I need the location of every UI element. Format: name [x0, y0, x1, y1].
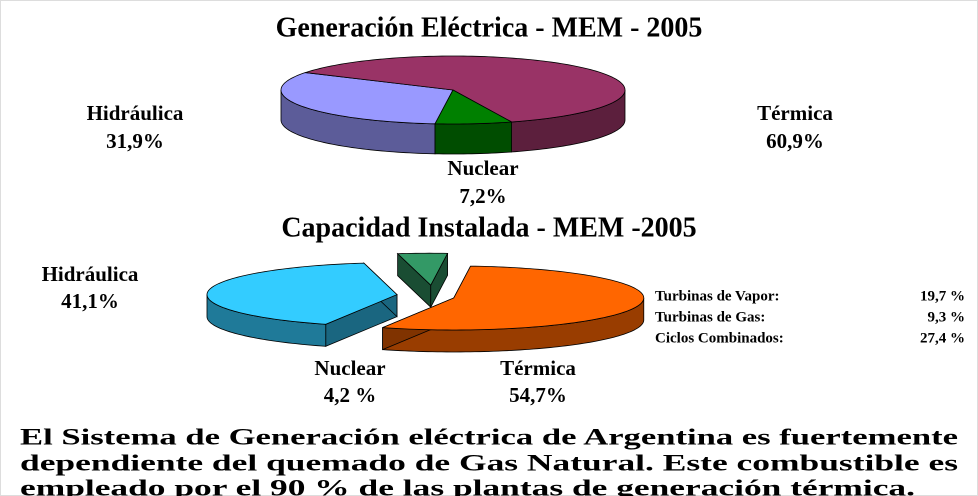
slice-value: 41,1%: [61, 289, 119, 313]
slice-value: 4,2 %: [324, 383, 377, 407]
breakdown-name: Ciclos Combinados:: [655, 330, 784, 346]
pie-slice: [382, 265, 645, 353]
slice-top: [305, 55, 626, 123]
breakdown-name: Turbinas de Vapor:: [655, 288, 780, 304]
slice-label: Hidráulica: [87, 101, 184, 125]
chart-title: Capacidad Instalada - MEM -2005: [281, 212, 696, 243]
pie-slice: [206, 262, 398, 347]
pie-slice: [434, 89, 513, 155]
slice-label: Hidráulica: [42, 262, 139, 286]
pie-slice: [280, 72, 454, 155]
breakdown-value: 19,7 %: [920, 288, 965, 304]
footer-line: empleado por el 90 % de las plantas de g…: [20, 475, 915, 496]
slice-label: Nuclear: [314, 356, 385, 380]
pie-slice: [305, 55, 626, 153]
breakdown-value: 27,4 %: [920, 330, 965, 346]
slice-wall: [434, 121, 513, 155]
breakdown-value: 9,3 %: [928, 309, 966, 325]
chart-title: Generación Eléctrica - MEM - 2005: [276, 12, 703, 43]
slice-value: 60,9%: [766, 129, 824, 153]
slice-value: 54,7%: [509, 383, 567, 407]
slice-top: [280, 72, 454, 125]
slice-top: [396, 252, 449, 286]
breakdown-name: Turbinas de Gas:: [655, 309, 765, 325]
slice-label: Nuclear: [447, 156, 518, 180]
slice-value: 7,2%: [459, 184, 506, 208]
slice-label: Térmica: [500, 356, 576, 380]
slice-label: Térmica: [757, 101, 833, 125]
slice-value: 31,9%: [106, 129, 164, 153]
slice-top: [434, 89, 513, 125]
pie-slice: [396, 252, 449, 309]
footer-line: El Sistema de Generación eléctrica de Ar…: [20, 424, 958, 449]
slice-top: [382, 265, 645, 331]
footer-line: dependiente del quemado de Gas Natural. …: [20, 450, 958, 475]
slice-top: [206, 262, 398, 325]
